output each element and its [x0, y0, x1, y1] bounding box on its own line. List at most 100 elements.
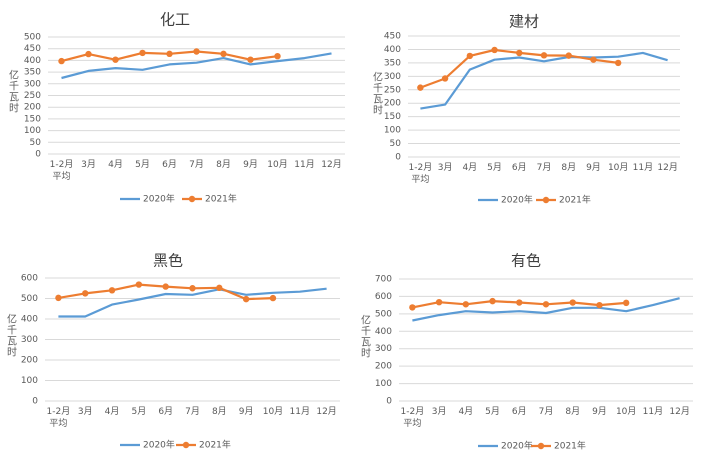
legend: 2020年 2021年: [120, 439, 231, 451]
y-tick-label: 50: [30, 138, 42, 148]
x-tick-label: 9月: [243, 159, 258, 170]
y-tick-label: 400: [21, 315, 38, 325]
x-tick-label: 6月: [512, 162, 527, 173]
x-tick-label: 1-2月平均: [50, 159, 74, 182]
x-tick-label: 3月: [432, 406, 447, 417]
y-tick-label: 150: [24, 114, 41, 124]
y-tick-label: 0: [32, 397, 38, 407]
y-tick-label: 150: [384, 112, 401, 122]
y-tick-label: 600: [375, 292, 392, 302]
legend-marker: [188, 195, 196, 203]
data-point: [622, 299, 630, 307]
chart-panel-1: 建材 0 50 100 150 200 250 300 350 400 450 亿千瓦时 1-2月平均 3…: [373, 13, 680, 206]
x-tick-label: 4月: [105, 406, 120, 417]
x-tick-label: 9月: [592, 406, 607, 417]
y-tick-label: 500: [24, 33, 41, 43]
data-point: [55, 294, 62, 302]
series-line-2020: [412, 297, 680, 322]
data-point: [139, 49, 146, 57]
x-tick-label: 12月: [669, 406, 689, 417]
chart-title: 有色: [511, 252, 541, 270]
x-tick-label: 8月: [216, 159, 231, 170]
legend-label: 2021年: [559, 194, 591, 206]
x-tick-label: 7月: [537, 162, 552, 173]
y-axis-label: 亿千瓦时: [373, 71, 383, 117]
data-point: [193, 48, 200, 55]
y-axis-label: 亿千瓦时: [361, 314, 371, 360]
chart-panel-2: 黑色 0 100 200 300 400 500 600 亿千瓦时 1-2月平均 3月 4月 5月 6月 7…: [7, 252, 340, 451]
x-tick-label: 11月: [294, 159, 314, 170]
data-point: [269, 294, 277, 302]
data-point: [516, 299, 523, 306]
data-point: [108, 287, 116, 294]
data-point: [466, 52, 474, 60]
chart-panel-3: 有色 0 100 200 300 400 500 600 700 亿千瓦时 1-2月平均 3月 4月 5月…: [361, 252, 693, 452]
x-tick-label: 6月: [162, 159, 177, 170]
data-point: [590, 56, 597, 63]
x-tick-label: 5月: [487, 162, 502, 173]
x-tick-label: 5月: [131, 406, 146, 417]
x-tick-label: 10月: [608, 162, 628, 173]
x-tick-label: 10月: [616, 406, 636, 417]
legend-label: 2020年: [143, 439, 175, 451]
data-point: [135, 281, 143, 288]
data-point: [462, 301, 470, 308]
legend-label: 2021年: [199, 439, 231, 451]
legend-marker: [537, 442, 545, 450]
x-tick-label: 12月: [321, 159, 341, 170]
x-tick-label: 11月: [290, 406, 310, 417]
y-tick-label: 0: [35, 150, 41, 160]
data-point: [409, 304, 416, 311]
data-point: [274, 52, 281, 60]
y-tick-label: 100: [375, 379, 392, 389]
y-tick-label: 400: [375, 327, 392, 337]
chart-title: 黑色: [153, 252, 183, 270]
x-tick-label: 6月: [512, 406, 527, 417]
chart-title: 化工: [160, 11, 190, 29]
data-point: [614, 59, 622, 67]
x-tick-label: 7月: [185, 406, 200, 417]
legend: 2020年 2021年: [478, 440, 586, 452]
y-tick-label: 350: [384, 58, 401, 68]
y-tick-label: 250: [24, 91, 41, 101]
data-point: [596, 301, 603, 309]
chart-title: 建材: [509, 13, 539, 31]
legend-label: 2020年: [501, 194, 533, 206]
y-tick-label: 500: [21, 294, 38, 304]
data-point: [220, 50, 227, 58]
legend: 2020年 2021年: [120, 193, 237, 205]
y-tick-label: 500: [375, 309, 392, 319]
x-tick-label: 8月: [561, 162, 576, 173]
data-point: [565, 52, 572, 59]
y-tick-label: 600: [21, 274, 38, 284]
data-point: [489, 297, 496, 305]
y-tick-label: 100: [384, 126, 401, 136]
y-tick-label: 300: [375, 344, 392, 354]
y-tick-label: 200: [21, 356, 38, 366]
y-axis-label: 亿千瓦时: [9, 69, 19, 115]
legend-marker: [182, 441, 190, 449]
y-tick-label: 300: [21, 335, 38, 345]
legend-label: 2021年: [554, 440, 586, 452]
data-point: [189, 285, 196, 292]
legend-label: 2020年: [143, 193, 175, 205]
y-axis-label: 亿千瓦时: [7, 313, 17, 359]
y-tick-label: 200: [24, 103, 41, 113]
data-point: [58, 57, 65, 65]
x-tick-label: 3月: [78, 406, 93, 417]
x-tick-label: 8月: [212, 406, 227, 417]
y-tick-label: 200: [375, 362, 392, 372]
x-tick-label: 6月: [158, 406, 173, 417]
x-tick-label: 11月: [633, 162, 653, 173]
y-tick-label: 400: [384, 45, 401, 55]
data-point: [435, 298, 443, 306]
data-point: [242, 295, 250, 303]
data-point: [85, 50, 92, 58]
y-tick-label: 100: [24, 126, 41, 136]
x-tick-label: 7月: [189, 159, 204, 170]
data-point: [542, 301, 550, 308]
y-tick-label: 300: [24, 79, 41, 89]
data-point: [569, 299, 576, 306]
